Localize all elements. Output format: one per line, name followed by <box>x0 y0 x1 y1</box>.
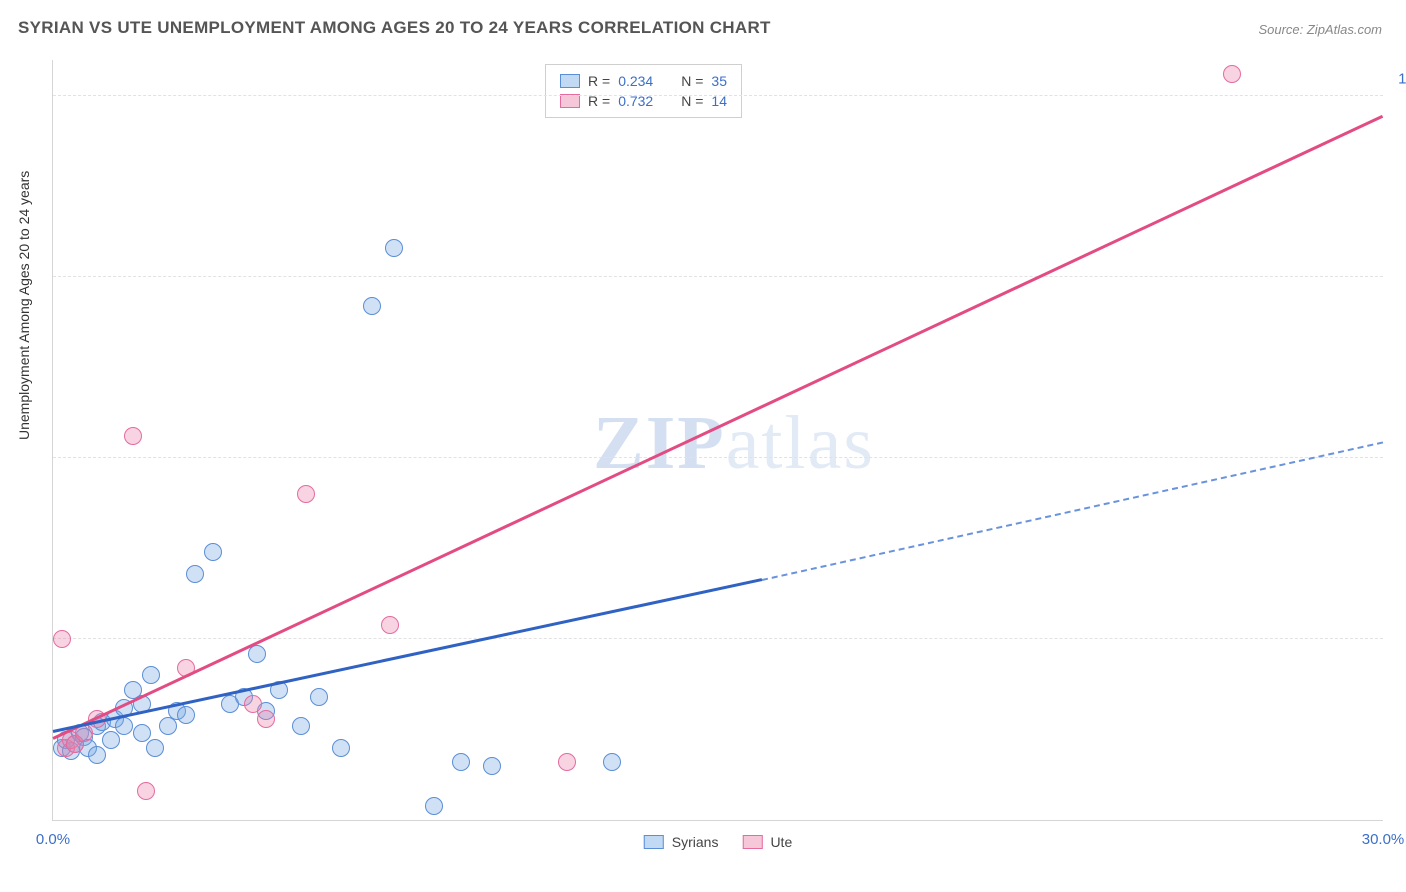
y-axis-label: Unemployment Among Ages 20 to 24 years <box>16 171 32 440</box>
x-tick-label: 0.0% <box>36 831 70 848</box>
trend-line <box>52 115 1383 740</box>
scatter-point <box>332 739 350 757</box>
scatter-point <box>257 710 275 728</box>
legend-series-item: Ute <box>742 834 792 850</box>
legend-r-value: 0.234 <box>618 73 653 89</box>
legend-stats: R = 0.234 N = 35 R = 0.732N = 14 <box>545 64 742 118</box>
scatter-point <box>102 731 120 749</box>
scatter-point <box>133 724 151 742</box>
chart-title: SYRIAN VS UTE UNEMPLOYMENT AMONG AGES 20… <box>18 18 771 38</box>
y-tick-label: 100.0% <box>1389 71 1406 88</box>
scatter-point <box>1223 65 1241 83</box>
source-attribution: Source: ZipAtlas.com <box>1258 22 1382 37</box>
legend-series-label: Ute <box>770 834 792 850</box>
scatter-point <box>603 753 621 771</box>
scatter-point <box>297 485 315 503</box>
scatter-point <box>124 427 142 445</box>
scatter-point <box>204 543 222 561</box>
legend-n-label: N = <box>681 73 703 89</box>
y-tick-label: 75.0% <box>1389 252 1406 269</box>
grid-line <box>53 276 1383 277</box>
legend-series-label: Syrians <box>672 834 719 850</box>
legend-stats-row: R = 0.732N = 14 <box>560 91 727 111</box>
grid-line <box>53 638 1383 639</box>
legend-series-item: Syrians <box>644 834 719 850</box>
scatter-point <box>381 616 399 634</box>
scatter-point <box>483 757 501 775</box>
scatter-point <box>310 688 328 706</box>
scatter-point <box>244 695 262 713</box>
y-tick-label: 50.0% <box>1389 433 1406 450</box>
legend-swatch <box>742 835 762 849</box>
x-tick-label: 30.0% <box>1362 831 1405 848</box>
scatter-point <box>558 753 576 771</box>
plot-area: ZIPatlas R = 0.234N = 35R = 0.732N = 14 … <box>52 60 1383 821</box>
legend-swatch <box>644 835 664 849</box>
legend-series: Syrians Ute <box>644 834 792 850</box>
scatter-point <box>142 666 160 684</box>
scatter-point <box>53 630 71 648</box>
scatter-point <box>177 706 195 724</box>
scatter-point <box>115 717 133 735</box>
scatter-point <box>146 739 164 757</box>
scatter-point <box>186 565 204 583</box>
scatter-point <box>88 746 106 764</box>
scatter-point <box>452 753 470 771</box>
scatter-point <box>363 297 381 315</box>
legend-r-label: R = <box>588 73 610 89</box>
scatter-point <box>137 782 155 800</box>
watermark-zip: ZIP <box>593 401 726 485</box>
legend-swatch <box>560 74 580 88</box>
grid-line <box>53 95 1383 96</box>
legend-n-value: 35 <box>711 73 727 89</box>
trend-line <box>53 578 763 733</box>
y-tick-label: 25.0% <box>1389 614 1406 631</box>
trend-line <box>762 442 1383 581</box>
scatter-point <box>425 797 443 815</box>
legend-stats-row: R = 0.234 N = 35 <box>560 71 727 91</box>
scatter-point <box>385 239 403 257</box>
grid-line <box>53 457 1383 458</box>
scatter-point <box>292 717 310 735</box>
watermark: ZIPatlas <box>593 400 875 487</box>
